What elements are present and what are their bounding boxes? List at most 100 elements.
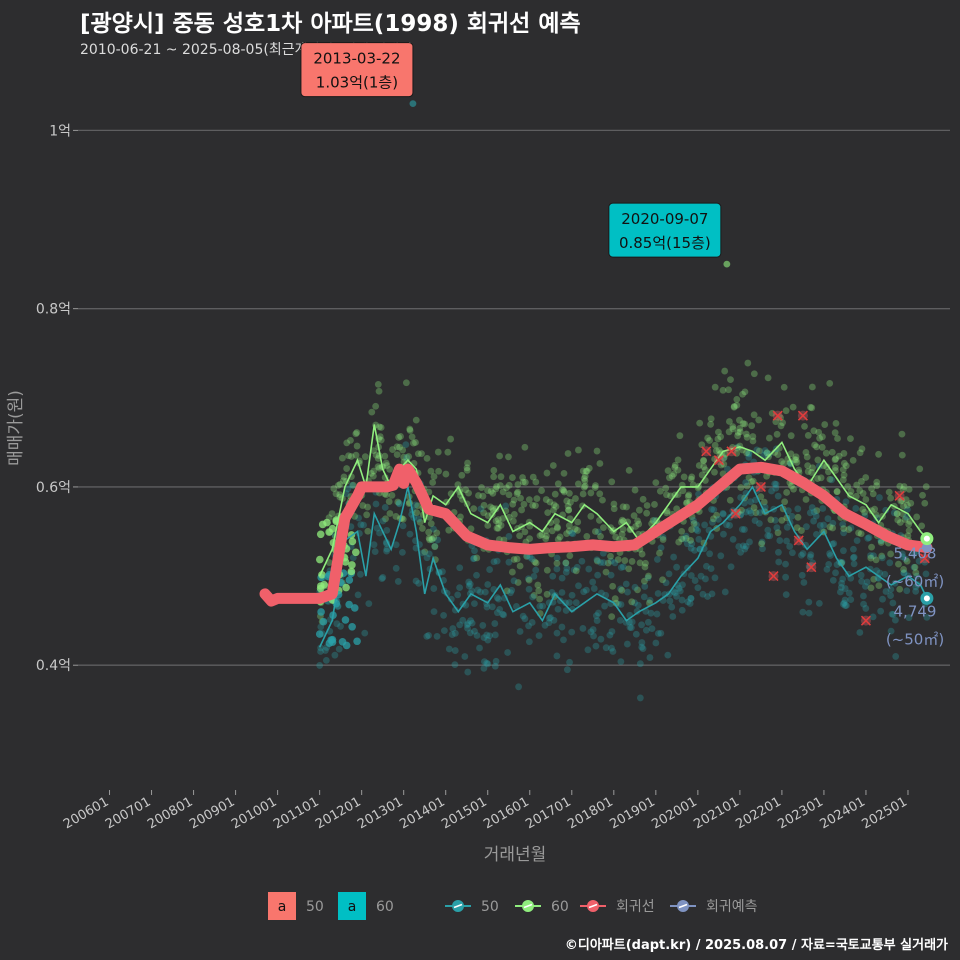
scatter-point-60 <box>730 403 738 411</box>
scatter-point-60 <box>343 465 351 472</box>
scatter-point-50 <box>839 575 847 583</box>
scatter-point-60 <box>513 555 521 563</box>
scatter-point-60 <box>484 487 491 495</box>
scatter-point-50 <box>669 613 677 620</box>
scatter-point-50 <box>772 480 780 488</box>
scatter-point-60 <box>780 383 788 391</box>
scatter-point-60 <box>521 443 529 451</box>
scatter-point-50 <box>683 540 691 548</box>
scatter-point-50 <box>456 621 464 629</box>
scatter-point-50 <box>878 554 886 562</box>
scatter-point-50 <box>746 538 753 546</box>
scatter-point-60 <box>505 453 512 461</box>
legend-dot-mark <box>678 903 688 909</box>
scatter-point-60 <box>887 494 895 502</box>
legend-swatch-key: a <box>278 899 287 915</box>
scatter-point-60 <box>560 488 568 496</box>
annotation-price: 1.03억(1층) <box>316 74 398 92</box>
scatter-point-60 <box>903 557 911 565</box>
scatter-point-60 <box>514 488 522 496</box>
x-tick-label: 201101 <box>271 794 321 832</box>
scatter-point-50 <box>481 658 488 666</box>
scatter-point-50 <box>641 583 649 590</box>
scatter-point-60 <box>802 448 810 456</box>
scatter-point-50 <box>638 643 646 651</box>
scatter-point-50 <box>392 541 400 549</box>
scatter-point-50 <box>357 521 365 529</box>
scatter-point-60 <box>462 486 470 494</box>
scatter-point-50 <box>562 607 570 614</box>
scatter-point-50 <box>646 596 654 604</box>
scatter-point-50 <box>473 632 481 639</box>
scatter-point-50 <box>840 599 848 607</box>
scatter-point-60 <box>744 359 752 367</box>
scatter-point-50 <box>470 554 478 562</box>
scatter-point-50 <box>607 557 615 565</box>
scatter-point-60 <box>478 484 485 491</box>
scatter-point-60 <box>494 524 502 532</box>
scatter-point-50 <box>562 559 570 567</box>
scatter-point-50 <box>601 602 608 610</box>
scatter-point-50 <box>322 647 329 654</box>
scatter-point-60 <box>375 387 383 395</box>
scatter-point-50 <box>714 515 722 523</box>
scatter-point-60 <box>566 489 573 497</box>
scatter-point-50 <box>348 481 356 489</box>
scatter-point-60 <box>792 456 800 464</box>
scatter-point-60 <box>625 466 633 474</box>
scatter-point-60 <box>585 464 593 472</box>
scatter-point-50 <box>317 648 324 655</box>
scatter-point-50 <box>617 585 624 593</box>
scatter-point-50 <box>395 499 403 507</box>
scatter-point-60 <box>517 494 524 502</box>
scatter-point-50 <box>354 591 362 599</box>
scatter-point-50 <box>584 646 592 654</box>
scatter-point-50 <box>345 600 353 609</box>
scatter-point-50 <box>440 627 448 635</box>
scatter-point-50 <box>344 485 352 493</box>
scatter-point-60 <box>739 390 746 398</box>
scatter-point-50 <box>653 610 661 618</box>
x-tick-label: 201601 <box>481 794 531 832</box>
scatter-point-50 <box>690 517 697 524</box>
scatter-point-50 <box>592 612 600 620</box>
x-tick-label: 201401 <box>397 794 447 832</box>
scatter-point-50 <box>505 533 513 540</box>
scatter-point-50 <box>423 632 431 640</box>
scatter-point-60 <box>341 558 350 566</box>
scatter-point-60 <box>516 532 523 540</box>
scatter-point-50 <box>741 545 749 553</box>
scatter-point-60 <box>343 439 351 447</box>
scatter-point-60 <box>868 485 875 493</box>
scatter-point-50 <box>735 543 743 550</box>
scatter-point-60 <box>844 483 852 490</box>
scatter-point-60 <box>898 451 906 459</box>
scatter-point-50 <box>496 605 504 613</box>
x-tick-label: 201501 <box>439 794 489 832</box>
y-axis-title: 매매가(원) <box>6 390 26 466</box>
scatter-point-50 <box>687 594 695 602</box>
scatter-point-50 <box>578 557 586 565</box>
scatter-point-60 <box>510 496 518 504</box>
scatter-point-50 <box>483 603 491 611</box>
scatter-point-60 <box>548 527 556 535</box>
scatter-point-50 <box>638 621 645 629</box>
scatter-point-50 <box>900 569 908 577</box>
y-tick-label: 0.6억 <box>36 480 71 496</box>
scatter-point-60 <box>666 474 673 482</box>
scatter-point-50 <box>642 626 650 634</box>
scatter-point-50 <box>466 580 474 588</box>
scatter-point-50 <box>508 586 516 594</box>
scatter-point-50 <box>771 516 779 524</box>
scatter-point-60 <box>684 493 692 500</box>
scatter-point-50 <box>470 555 477 563</box>
scatter-point-50 <box>399 522 407 530</box>
scatter-point-50 <box>862 605 870 612</box>
scatter-point-50 <box>798 571 806 579</box>
scatter-point-50 <box>723 521 730 529</box>
scatter-point-50 <box>425 550 433 558</box>
scatter-point-60 <box>707 415 715 423</box>
scatter-point-50 <box>721 588 729 596</box>
scatter-point-60 <box>496 482 504 489</box>
scatter-point-60 <box>521 478 529 486</box>
